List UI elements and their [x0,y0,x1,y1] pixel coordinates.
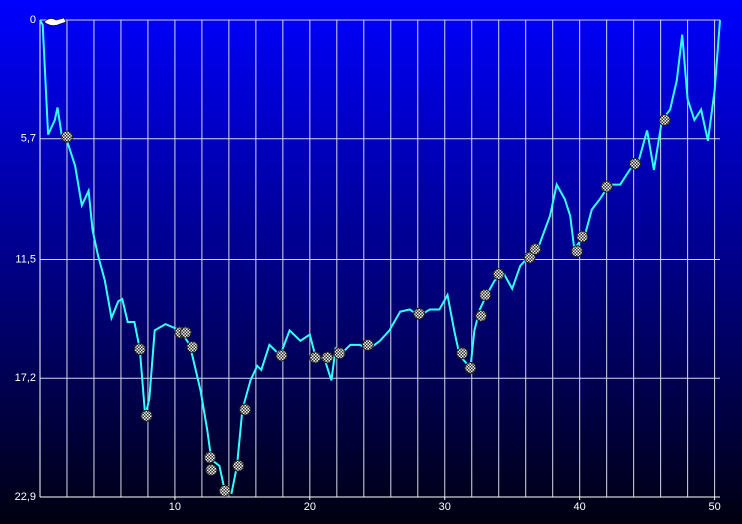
event-marker [309,351,322,364]
event-marker [529,243,542,256]
event-marker [361,338,374,351]
event-marker [321,351,334,364]
y-tick-label: 5,7 [21,133,36,145]
event-marker [456,347,469,360]
event-marker [576,230,589,243]
event-marker [60,130,73,143]
plot: 0 5,7 11,5 17,2 22,9 10 20 30 40 50 [15,14,721,513]
y-tick-label: 11,5 [15,253,36,265]
event-marker [570,245,583,258]
event-marker [658,113,671,126]
x-tick-label: 10 [169,501,181,513]
event-marker [523,251,536,264]
x-tick-label: 40 [574,501,586,513]
event-marker [179,326,192,339]
y-tick-label: 22,9 [15,491,36,503]
event-marker [492,268,505,281]
event-marker [239,403,252,416]
event-marker [275,349,288,362]
y-tick-label: 0 [30,14,36,26]
diver-icon [43,17,67,26]
y-tick-label: 17,2 [15,372,36,384]
x-tick-label: 50 [708,501,720,513]
event-marker [204,451,216,464]
event-marker [629,157,641,170]
event-marker [218,484,231,497]
event-marker [333,347,346,360]
x-tick-label: 30 [439,501,451,513]
event-marker [479,288,492,301]
event-marker [464,361,477,374]
event-marker [186,341,199,354]
event-marker [232,459,245,472]
event-marker [600,180,613,193]
event-marker [133,343,146,356]
event-marker [205,463,218,476]
event-marker [140,409,153,422]
event-marker [475,309,488,322]
event-marker [413,307,426,320]
x-tick-label: 20 [304,501,316,513]
